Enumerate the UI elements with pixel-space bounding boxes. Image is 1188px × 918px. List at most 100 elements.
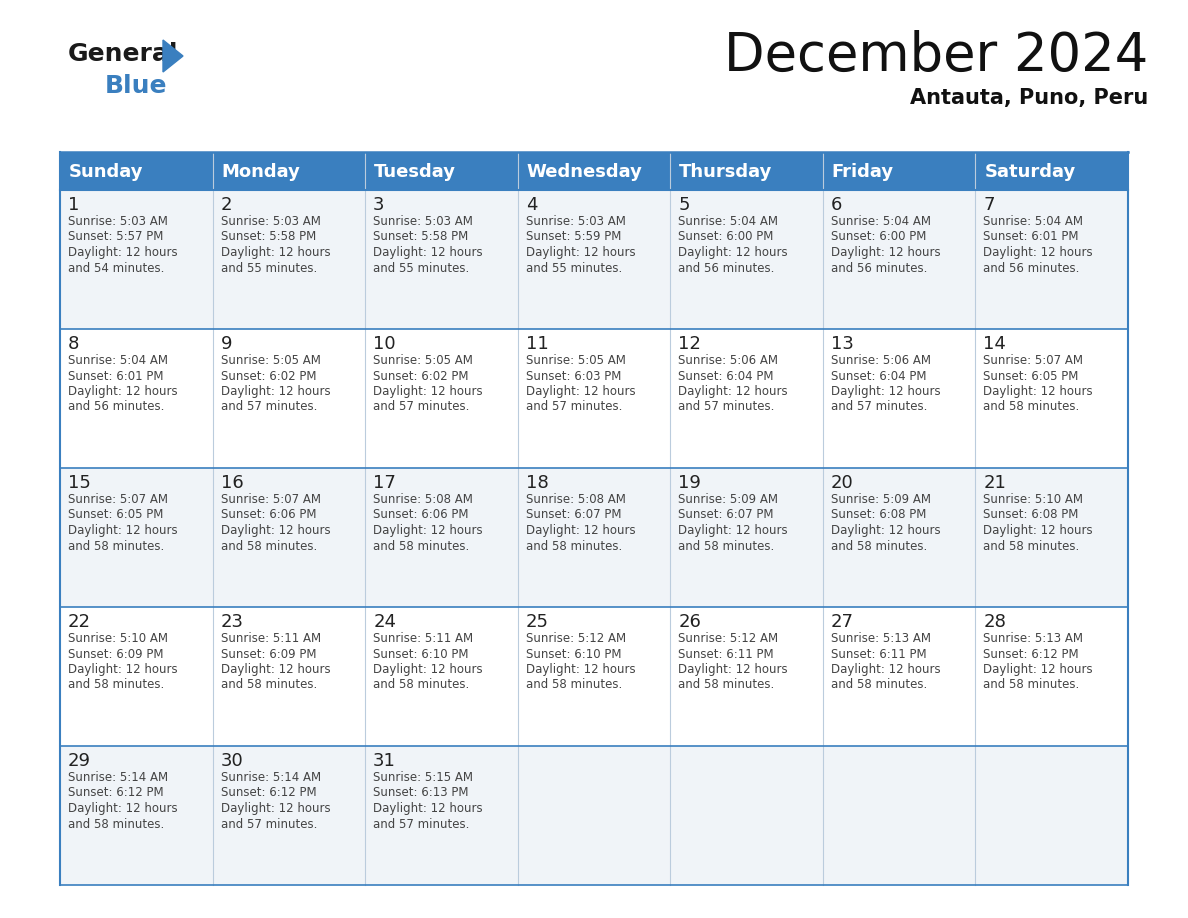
Text: Daylight: 12 hours: Daylight: 12 hours bbox=[221, 802, 330, 815]
Text: 10: 10 bbox=[373, 335, 396, 353]
Text: and 58 minutes.: and 58 minutes. bbox=[68, 540, 164, 553]
Text: Sunset: 6:06 PM: Sunset: 6:06 PM bbox=[373, 509, 468, 521]
Text: Blue: Blue bbox=[105, 74, 168, 98]
Text: Sunrise: 5:08 AM: Sunrise: 5:08 AM bbox=[373, 493, 473, 506]
Text: 25: 25 bbox=[526, 613, 549, 631]
Text: Sunset: 6:07 PM: Sunset: 6:07 PM bbox=[678, 509, 773, 521]
Text: Daylight: 12 hours: Daylight: 12 hours bbox=[830, 663, 941, 676]
Text: and 57 minutes.: and 57 minutes. bbox=[373, 400, 469, 413]
Text: Sunset: 6:03 PM: Sunset: 6:03 PM bbox=[526, 370, 621, 383]
Text: and 58 minutes.: and 58 minutes. bbox=[68, 818, 164, 831]
Text: Sunset: 6:05 PM: Sunset: 6:05 PM bbox=[68, 509, 164, 521]
Text: and 58 minutes.: and 58 minutes. bbox=[830, 540, 927, 553]
Text: Sunrise: 5:04 AM: Sunrise: 5:04 AM bbox=[830, 215, 931, 228]
Bar bbox=[61, 190, 1127, 329]
Text: Daylight: 12 hours: Daylight: 12 hours bbox=[678, 524, 788, 537]
Text: Sunrise: 5:10 AM: Sunrise: 5:10 AM bbox=[984, 493, 1083, 506]
Text: Sunrise: 5:05 AM: Sunrise: 5:05 AM bbox=[373, 354, 473, 367]
Text: Daylight: 12 hours: Daylight: 12 hours bbox=[221, 385, 330, 398]
Text: Daylight: 12 hours: Daylight: 12 hours bbox=[221, 524, 330, 537]
Text: Sunset: 6:10 PM: Sunset: 6:10 PM bbox=[373, 647, 468, 660]
Text: Sunrise: 5:06 AM: Sunrise: 5:06 AM bbox=[830, 354, 931, 367]
Text: and 55 minutes.: and 55 minutes. bbox=[373, 262, 469, 274]
Text: 16: 16 bbox=[221, 474, 244, 492]
Text: and 58 minutes.: and 58 minutes. bbox=[678, 540, 775, 553]
Text: Daylight: 12 hours: Daylight: 12 hours bbox=[984, 385, 1093, 398]
Text: Daylight: 12 hours: Daylight: 12 hours bbox=[678, 663, 788, 676]
Bar bbox=[61, 607, 1127, 746]
Text: 13: 13 bbox=[830, 335, 854, 353]
Text: 5: 5 bbox=[678, 196, 690, 214]
Text: Sunrise: 5:14 AM: Sunrise: 5:14 AM bbox=[221, 771, 321, 784]
Text: Sunrise: 5:14 AM: Sunrise: 5:14 AM bbox=[68, 771, 169, 784]
Text: Daylight: 12 hours: Daylight: 12 hours bbox=[526, 246, 636, 259]
Text: 3: 3 bbox=[373, 196, 385, 214]
Text: and 56 minutes.: and 56 minutes. bbox=[830, 262, 927, 274]
Text: and 55 minutes.: and 55 minutes. bbox=[526, 262, 623, 274]
Text: Sunset: 6:00 PM: Sunset: 6:00 PM bbox=[678, 230, 773, 243]
Text: 15: 15 bbox=[68, 474, 90, 492]
Text: Sunrise: 5:04 AM: Sunrise: 5:04 AM bbox=[678, 215, 778, 228]
Text: and 57 minutes.: and 57 minutes. bbox=[221, 818, 317, 831]
Text: 1: 1 bbox=[68, 196, 80, 214]
Text: Daylight: 12 hours: Daylight: 12 hours bbox=[373, 802, 482, 815]
Text: and 57 minutes.: and 57 minutes. bbox=[830, 400, 927, 413]
Text: Tuesday: Tuesday bbox=[374, 163, 456, 181]
Text: Sunrise: 5:13 AM: Sunrise: 5:13 AM bbox=[984, 632, 1083, 645]
Text: and 58 minutes.: and 58 minutes. bbox=[373, 678, 469, 691]
Text: Daylight: 12 hours: Daylight: 12 hours bbox=[984, 524, 1093, 537]
Text: 23: 23 bbox=[221, 613, 244, 631]
Text: Sunset: 5:57 PM: Sunset: 5:57 PM bbox=[68, 230, 164, 243]
Text: and 57 minutes.: and 57 minutes. bbox=[373, 818, 469, 831]
Text: Sunset: 6:01 PM: Sunset: 6:01 PM bbox=[68, 370, 164, 383]
Text: Sunrise: 5:12 AM: Sunrise: 5:12 AM bbox=[526, 632, 626, 645]
Text: Wednesday: Wednesday bbox=[526, 163, 643, 181]
Polygon shape bbox=[163, 40, 183, 72]
Text: and 57 minutes.: and 57 minutes. bbox=[678, 400, 775, 413]
Text: Sunrise: 5:13 AM: Sunrise: 5:13 AM bbox=[830, 632, 931, 645]
Text: Daylight: 12 hours: Daylight: 12 hours bbox=[984, 663, 1093, 676]
Text: Sunset: 6:05 PM: Sunset: 6:05 PM bbox=[984, 370, 1079, 383]
Text: Sunset: 6:08 PM: Sunset: 6:08 PM bbox=[984, 509, 1079, 521]
Text: and 55 minutes.: and 55 minutes. bbox=[221, 262, 317, 274]
Text: Daylight: 12 hours: Daylight: 12 hours bbox=[678, 246, 788, 259]
Text: General: General bbox=[68, 42, 178, 66]
Text: Sunset: 6:09 PM: Sunset: 6:09 PM bbox=[221, 647, 316, 660]
Text: Daylight: 12 hours: Daylight: 12 hours bbox=[68, 802, 178, 815]
Text: Saturday: Saturday bbox=[985, 163, 1075, 181]
Text: Daylight: 12 hours: Daylight: 12 hours bbox=[373, 524, 482, 537]
Bar bbox=[61, 746, 1127, 885]
Text: Sunrise: 5:03 AM: Sunrise: 5:03 AM bbox=[526, 215, 626, 228]
Text: 19: 19 bbox=[678, 474, 701, 492]
Text: Sunrise: 5:07 AM: Sunrise: 5:07 AM bbox=[984, 354, 1083, 367]
Text: Sunrise: 5:15 AM: Sunrise: 5:15 AM bbox=[373, 771, 473, 784]
Text: Sunrise: 5:12 AM: Sunrise: 5:12 AM bbox=[678, 632, 778, 645]
Text: 11: 11 bbox=[526, 335, 549, 353]
Text: Daylight: 12 hours: Daylight: 12 hours bbox=[373, 246, 482, 259]
Text: Sunrise: 5:04 AM: Sunrise: 5:04 AM bbox=[68, 354, 168, 367]
Text: 21: 21 bbox=[984, 474, 1006, 492]
Text: Sunset: 6:04 PM: Sunset: 6:04 PM bbox=[678, 370, 773, 383]
Text: Sunset: 6:09 PM: Sunset: 6:09 PM bbox=[68, 647, 164, 660]
Text: 29: 29 bbox=[68, 752, 91, 770]
Text: and 58 minutes.: and 58 minutes. bbox=[221, 540, 317, 553]
Text: Sunset: 5:58 PM: Sunset: 5:58 PM bbox=[373, 230, 468, 243]
Text: 18: 18 bbox=[526, 474, 549, 492]
Text: Sunrise: 5:11 AM: Sunrise: 5:11 AM bbox=[373, 632, 473, 645]
Text: Sunset: 5:58 PM: Sunset: 5:58 PM bbox=[221, 230, 316, 243]
Text: and 58 minutes.: and 58 minutes. bbox=[373, 540, 469, 553]
Text: and 58 minutes.: and 58 minutes. bbox=[984, 400, 1080, 413]
Text: Sunrise: 5:05 AM: Sunrise: 5:05 AM bbox=[221, 354, 321, 367]
Text: Daylight: 12 hours: Daylight: 12 hours bbox=[68, 385, 178, 398]
Text: Daylight: 12 hours: Daylight: 12 hours bbox=[526, 385, 636, 398]
Text: and 56 minutes.: and 56 minutes. bbox=[984, 262, 1080, 274]
Text: 12: 12 bbox=[678, 335, 701, 353]
Text: Sunrise: 5:03 AM: Sunrise: 5:03 AM bbox=[68, 215, 168, 228]
Text: Sunrise: 5:05 AM: Sunrise: 5:05 AM bbox=[526, 354, 626, 367]
Text: 30: 30 bbox=[221, 752, 244, 770]
Text: 28: 28 bbox=[984, 613, 1006, 631]
Text: Sunset: 6:02 PM: Sunset: 6:02 PM bbox=[221, 370, 316, 383]
Text: Daylight: 12 hours: Daylight: 12 hours bbox=[68, 524, 178, 537]
Text: Daylight: 12 hours: Daylight: 12 hours bbox=[373, 385, 482, 398]
Text: Sunset: 6:12 PM: Sunset: 6:12 PM bbox=[984, 647, 1079, 660]
